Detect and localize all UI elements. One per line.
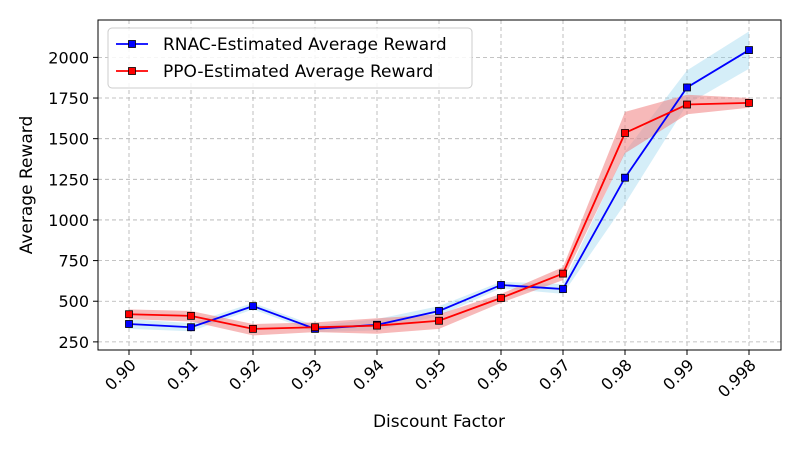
x-tick-label: 0.91 [163, 355, 202, 394]
series-markers [125, 46, 753, 333]
ppo-data-point [311, 323, 319, 332]
y-axis-ticks: 250 500 750 1000 1250 1500 1750 2000 [48, 48, 98, 352]
rnac-data-point [621, 173, 629, 182]
y-tick-label: 750 [58, 252, 89, 271]
ppo-data-point [435, 316, 443, 325]
legend-label-rnac: RNAC-Estimated Average Reward [163, 35, 447, 55]
x-axis-title: Discount Factor [373, 412, 505, 432]
x-tick-label: 0.95 [411, 355, 450, 394]
rnac-confidence-band [129, 31, 749, 333]
legend-marker-ppo [128, 67, 136, 75]
x-tick-label: 0.90 [101, 355, 140, 394]
x-tick-label: 0.998 [714, 355, 760, 401]
x-tick-label: 0.97 [535, 355, 574, 394]
ppo-data-point [559, 269, 567, 278]
rnac-data-point [125, 320, 133, 328]
y-tick-label: 1750 [48, 89, 89, 108]
y-tick-label: 250 [58, 333, 89, 352]
rnac-data-point [497, 281, 505, 289]
legend-item-rnac: RNAC-Estimated Average Reward [116, 35, 447, 55]
x-tick-label: 0.96 [473, 355, 512, 394]
y-axis-title: Average Reward [17, 116, 37, 255]
y-tick-label: 500 [58, 292, 89, 311]
ppo-data-point [745, 99, 753, 107]
legend: RNAC-Estimated Average Reward PPO-Estimat… [107, 27, 473, 89]
x-axis-ticks: 0.90 0.91 0.92 0.93 0.94 0.95 0.96 0.97 0.98 0.99… [101, 350, 760, 401]
rnac-data-point [435, 307, 443, 315]
rnac-data-point [559, 285, 567, 293]
confidence-bands [129, 31, 749, 336]
y-tick-label: 2000 [48, 48, 89, 67]
ppo-confidence-band [129, 94, 749, 336]
legend-marker-rnac [128, 40, 136, 48]
legend-label-ppo: PPO-Estimated Average Reward [163, 62, 433, 82]
y-tick-label: 1500 [48, 130, 89, 149]
x-tick-label: 0.94 [349, 355, 388, 394]
ppo-data-point [125, 310, 133, 319]
ppo-data-point [373, 321, 381, 330]
rnac-data-point [683, 83, 691, 92]
rnac-data-point [745, 46, 753, 54]
x-tick-label: 0.92 [225, 355, 264, 394]
ppo-data-point [683, 100, 691, 109]
ppo-data-point [187, 311, 195, 320]
ppo-data-point [621, 129, 629, 137]
legend-frame [107, 27, 473, 89]
x-tick-label: 0.93 [287, 355, 326, 394]
ppo-data-point [497, 294, 505, 302]
legend-item-ppo: PPO-Estimated Average Reward [116, 62, 433, 82]
rnac-data-point [249, 302, 257, 311]
y-tick-label: 1000 [48, 211, 89, 230]
y-tick-label: 1250 [48, 170, 89, 189]
rnac-data-point [187, 323, 195, 332]
x-tick-label: 0.98 [597, 355, 636, 394]
ppo-data-point [249, 324, 257, 333]
x-tick-label: 0.99 [659, 355, 698, 394]
